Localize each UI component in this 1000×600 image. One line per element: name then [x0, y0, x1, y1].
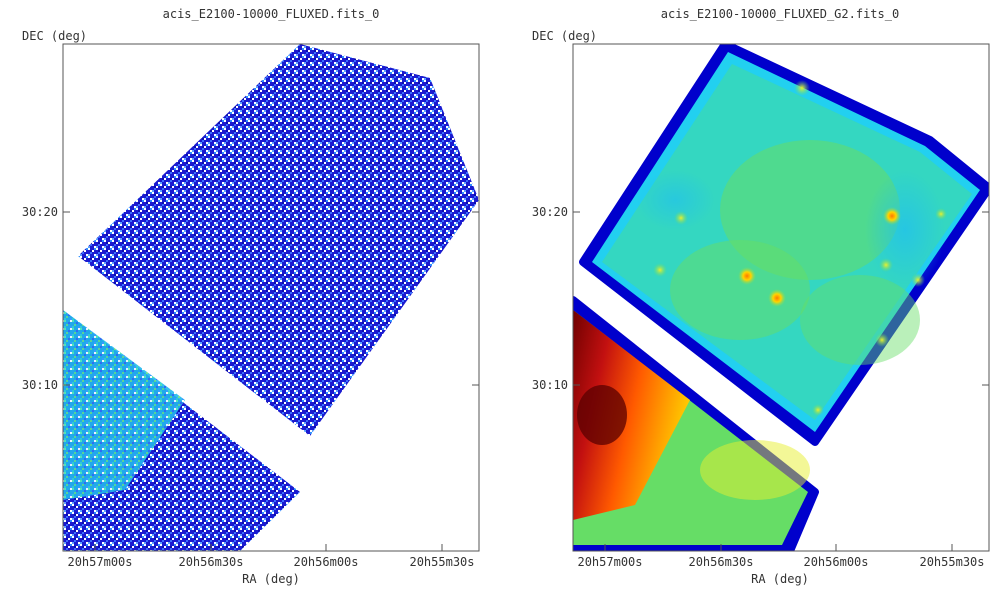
right-green-region [670, 240, 810, 340]
right-warm-source [653, 263, 667, 277]
right-hot-source [738, 267, 756, 285]
left-title: acis_E2100-10000_FLUXED.fits_0 [163, 7, 380, 21]
left-lower-ccd-bright [63, 310, 185, 500]
right-red-region [573, 310, 690, 520]
right-ytick-label: 30:20 [532, 205, 568, 219]
right-warm-source [935, 208, 947, 220]
right-panel: acis_E2100-10000_FLUXED_G2.fits_0 DEC (d… [510, 0, 1000, 596]
right-xtick-label: 20h57m00s [577, 555, 642, 569]
right-chart-svg: acis_E2100-10000_FLUXED_G2.fits_0 DEC (d… [532, 7, 990, 586]
right-xtick-label: 20h56m00s [803, 555, 868, 569]
right-warm-source [911, 273, 925, 287]
left-xtick-label: 20h56m00s [293, 555, 358, 569]
left-ytick-label: 30:20 [22, 205, 58, 219]
left-xlabel: RA (deg) [242, 572, 300, 586]
left-xtick-label: 20h56m30s [178, 555, 243, 569]
left-xtick-label: 20h57m00s [67, 555, 132, 569]
right-warm-source [875, 333, 889, 347]
right-ytick-label: 30:10 [532, 378, 568, 392]
right-xtick-label: 20h55m30s [919, 555, 984, 569]
right-hot-source [768, 289, 786, 307]
left-xtick-label: 20h55m30s [409, 555, 474, 569]
right-title: acis_E2100-10000_FLUXED_G2.fits_0 [661, 7, 899, 21]
right-plot-frame [572, 43, 990, 552]
right-dark-core [577, 385, 627, 445]
right-hot-source [883, 207, 901, 225]
right-blue-region [865, 170, 945, 290]
left-upper-ccd [78, 44, 479, 436]
right-xlabel: RA (deg) [751, 572, 809, 586]
left-panel: acis_E2100-10000_FLUXED.fits_0 DEC (deg)… [0, 0, 500, 596]
right-warm-source [812, 404, 824, 416]
right-xtick-label: 20h56m30s [688, 555, 753, 569]
right-green-region [800, 275, 920, 365]
right-warm-source [674, 211, 688, 225]
right-warm-source [879, 258, 893, 272]
left-ylabel: DEC (deg) [22, 29, 87, 43]
right-yellow-region [700, 440, 810, 500]
right-ylabel: DEC (deg) [532, 29, 597, 43]
left-chart-svg: acis_E2100-10000_FLUXED.fits_0 DEC (deg)… [22, 7, 480, 586]
right-blue-region [635, 170, 715, 230]
right-warm-source [794, 80, 810, 96]
left-ytick-label: 30:10 [22, 378, 58, 392]
left-plot-frame [62, 43, 480, 552]
